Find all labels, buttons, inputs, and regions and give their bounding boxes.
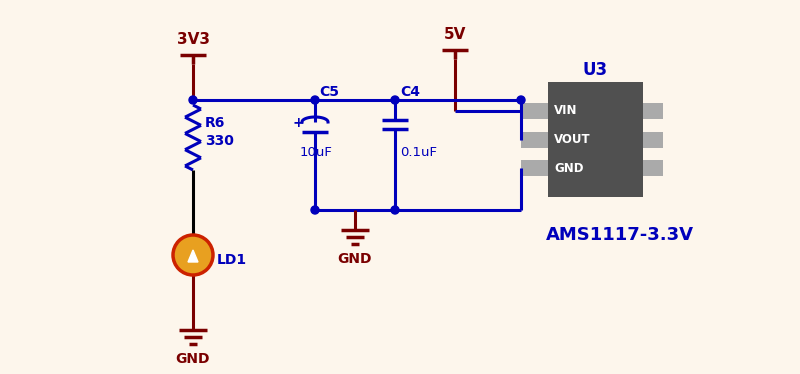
Text: 0.1uF: 0.1uF (400, 145, 437, 159)
Text: C4: C4 (400, 85, 420, 99)
Text: VIN: VIN (554, 104, 578, 117)
Circle shape (173, 235, 213, 275)
Text: 3V3: 3V3 (177, 32, 210, 47)
Text: GND: GND (338, 252, 372, 266)
Text: 10uF: 10uF (299, 145, 333, 159)
Bar (643, 132, 663, 147)
Text: C5: C5 (319, 85, 339, 99)
Circle shape (391, 96, 399, 104)
Text: AMS1117-3.3V: AMS1117-3.3V (546, 226, 694, 244)
Text: +: + (292, 116, 304, 130)
Circle shape (311, 96, 319, 104)
Circle shape (517, 96, 525, 104)
Text: GND: GND (176, 352, 210, 366)
Bar (521, 132, 548, 147)
Circle shape (189, 96, 197, 104)
Text: R6: R6 (205, 116, 226, 130)
Text: GND: GND (554, 162, 583, 175)
Bar (521, 160, 548, 176)
Text: 5V: 5V (444, 27, 466, 42)
Text: 330: 330 (205, 134, 234, 148)
Bar (643, 160, 663, 176)
Bar (643, 103, 663, 119)
Bar (521, 103, 548, 119)
Polygon shape (188, 250, 198, 262)
Circle shape (391, 206, 399, 214)
Text: U3: U3 (583, 61, 608, 79)
Text: LD1: LD1 (217, 253, 247, 267)
Circle shape (311, 206, 319, 214)
Bar (548, 82, 643, 197)
Text: VOUT: VOUT (554, 133, 590, 146)
